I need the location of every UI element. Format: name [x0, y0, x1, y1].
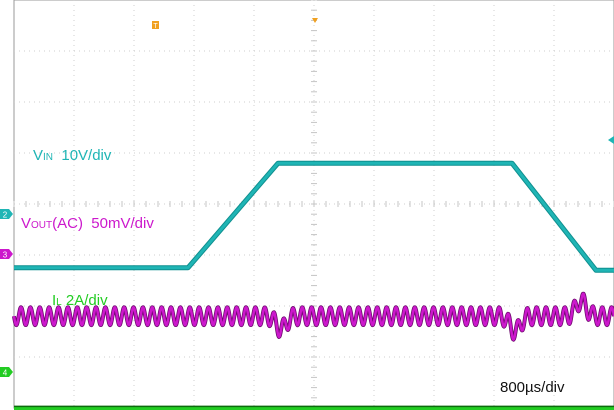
vin-ground-marker-label: 2 [3, 211, 8, 220]
il-ground-marker [0, 367, 13, 377]
vout-label: VOUT(AC) 50mV/div [21, 215, 154, 232]
vout-trace [12, 292, 614, 341]
vin-ground-marker [0, 209, 13, 219]
vin-label: VIN 10V/div [33, 147, 112, 164]
il-label: IL 2A/div [52, 292, 108, 309]
timebase-label: 800µs/div [500, 379, 565, 396]
grid [13, 0, 614, 409]
trigger-marker-label: T [153, 23, 158, 30]
trigger-position-marker [312, 18, 318, 23]
vin-offscreen-marker [608, 136, 614, 144]
vout-ground-marker [0, 249, 13, 259]
vout-ground-marker-label: 3 [3, 251, 8, 260]
channel-markers: T 2 3 4 [0, 18, 614, 378]
il-ground-marker-label: 4 [3, 369, 8, 378]
trigger-marker [152, 21, 159, 29]
traces [12, 160, 614, 410]
vin-trace [14, 161, 614, 272]
